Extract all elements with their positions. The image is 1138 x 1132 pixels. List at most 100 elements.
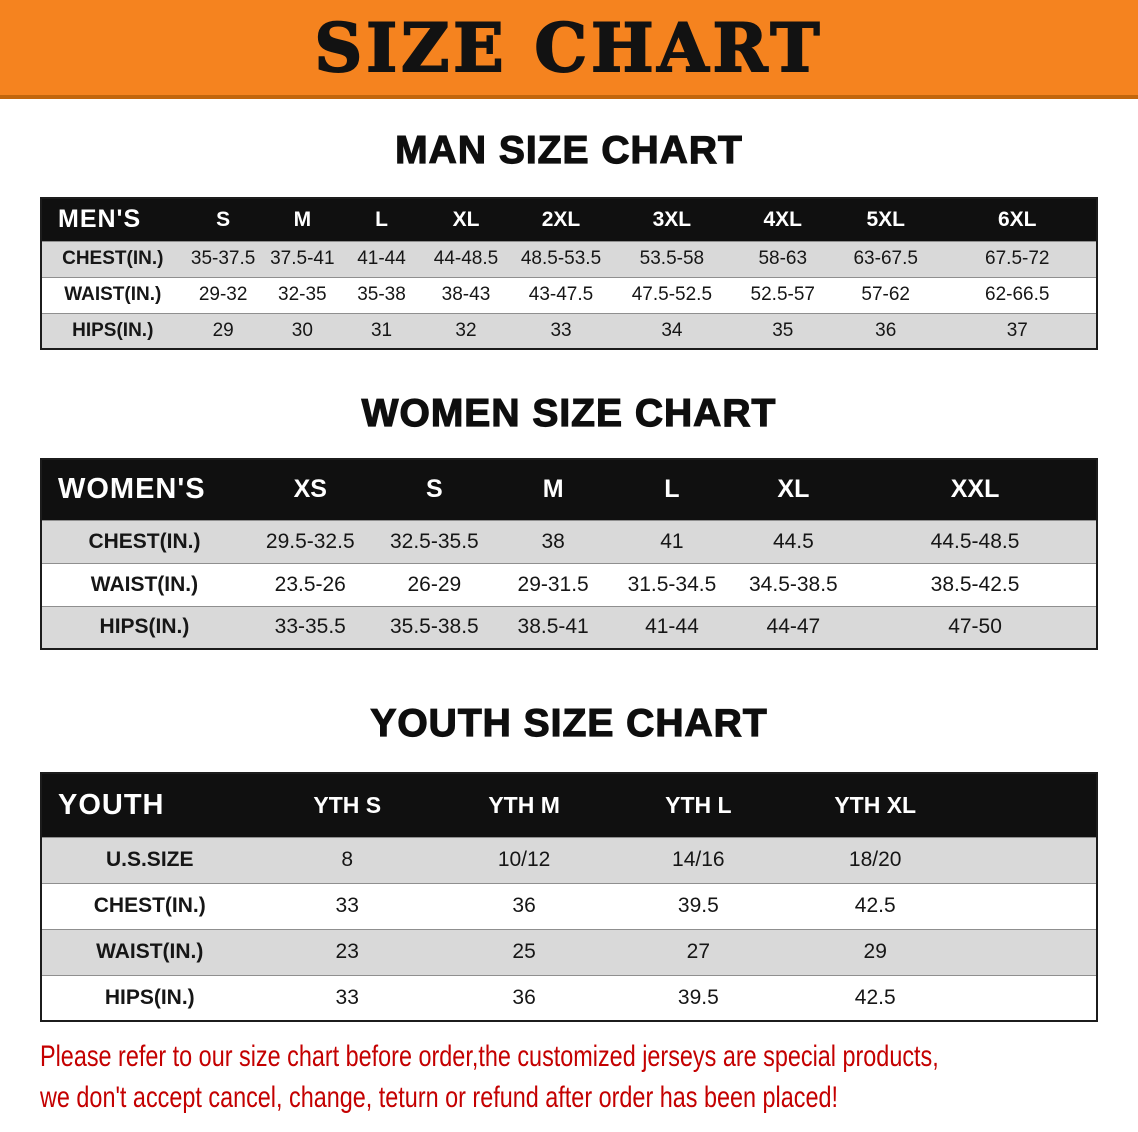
size-column-header: M (542, 475, 564, 504)
youth-waist-row: WAIST(IN.) 23 25 27 29 (41, 929, 1097, 975)
size-value-cell: 26-29 (407, 572, 462, 596)
women-waist-row: WAIST(IN.) 23.5-26 26-29 29-31.5 31.5-34… (41, 563, 1097, 606)
size-value-cell: 41-44 (357, 248, 406, 269)
row-label: CHEST(IN.) (88, 529, 201, 553)
spacer-cell (965, 929, 1097, 975)
size-value-cell: 33 (335, 985, 359, 1009)
women-section: WOMEN SIZE CHART WOMEN'S XS S M L XL XXL (0, 391, 1138, 650)
size-value-cell: 43-47.5 (528, 284, 594, 305)
women-chest-row: CHEST(IN.) 29.5-32.5 32.5-35.5 38 41 44.… (41, 520, 1097, 563)
size-column-header: 6XL (998, 207, 1037, 231)
size-value-cell: 30 (291, 319, 313, 341)
youth-ussize-row: U.S.SIZE 8 10/12 14/16 18/20 (41, 837, 1097, 883)
row-label: HIPS(IN.) (99, 615, 190, 639)
size-value-cell: 67.5-72 (985, 248, 1050, 269)
size-column-header: YTH XL (834, 791, 917, 818)
size-value-cell: 36 (512, 894, 536, 917)
size-value-cell: 18/20 (848, 848, 902, 871)
size-column-header: S (426, 475, 443, 504)
size-value-cell: 29.5-32.5 (265, 529, 355, 553)
size-column-header: XS (293, 475, 327, 504)
size-column-header: YTH L (665, 791, 732, 818)
size-value-cell: 35.5-38.5 (389, 615, 479, 639)
size-value-cell: 36 (512, 985, 536, 1009)
size-value-cell: 44.5 (772, 529, 814, 553)
size-value-cell: 36 (875, 319, 897, 341)
size-column-header: YTH S (313, 791, 382, 818)
size-value-cell: 62-66.5 (985, 284, 1050, 305)
spacer-cell (965, 975, 1097, 1021)
size-value-cell: 33-35.5 (274, 615, 346, 639)
youth-chest-row: CHEST(IN.) 33 36 39.5 42.5 (41, 883, 1097, 929)
size-value-cell: 8 (341, 848, 354, 871)
men-chest-row: CHEST(IN.) 35-37.5 37.5-41 41-44 44-48.5… (41, 241, 1097, 277)
row-label: U.S.SIZE (105, 848, 194, 871)
size-chart-banner: SIZE CHART (0, 0, 1138, 99)
women-chart-heading: WOMEN SIZE CHART (361, 391, 777, 435)
size-value-cell: 10/12 (497, 848, 551, 871)
women-size-table: WOMEN'S XS S M L XL XXL CHEST(IN.) 29.5-… (40, 458, 1098, 650)
size-value-cell: 23 (335, 940, 359, 963)
size-value-cell: 44-47 (766, 615, 821, 639)
size-column-header: XXL (950, 475, 1000, 504)
size-value-cell: 14/16 (672, 848, 725, 871)
disclaimer-line-1: Please refer to our size chart before or… (40, 1040, 939, 1073)
size-value-cell: 31 (370, 319, 393, 341)
size-value-cell: 39.5 (677, 985, 719, 1009)
spacer-cell (965, 883, 1097, 929)
disclaimer-line-2: we don't accept cancel, change, teturn o… (40, 1081, 838, 1114)
row-label: WAIST(IN.) (64, 284, 162, 305)
size-value-cell: 42.5 (854, 985, 896, 1009)
youth-section: YOUTH SIZE CHART YOUTH YTH S YTH M YTH L… (0, 701, 1138, 1022)
size-value-cell: 35-37.5 (190, 248, 256, 269)
size-value-cell: 52.5-57 (750, 284, 815, 305)
men-section: MAN SIZE CHART MEN'S S M L XL 2XL 3XL 4X… (0, 128, 1138, 350)
size-value-cell: 29 (212, 319, 234, 341)
youth-chart-heading: YOUTH SIZE CHART (370, 701, 768, 745)
size-value-cell: 44.5-48.5 (930, 529, 1020, 553)
size-value-cell: 29-32 (198, 284, 248, 305)
disclaimer: Please refer to our size chart before or… (40, 1036, 1138, 1118)
youth-header-row: YOUTH YTH S YTH M YTH L YTH XL (41, 773, 1097, 837)
size-column-header: S (216, 207, 231, 231)
women-table-title: WOMEN'S (58, 473, 206, 506)
size-value-cell: 34.5-38.5 (749, 572, 838, 596)
men-header-row: MEN'S S M L XL 2XL 3XL 4XL 5XL 6XL (41, 198, 1097, 241)
size-value-cell: 32.5-35.5 (389, 529, 479, 553)
size-column-header: L (375, 207, 388, 231)
size-value-cell: 29 (863, 940, 887, 963)
row-label: CHEST(IN.) (62, 248, 164, 269)
men-hips-row: HIPS(IN.) 29 30 31 32 33 34 35 36 37 (41, 313, 1097, 349)
men-table-title: MEN'S (58, 205, 142, 234)
row-label: CHEST(IN.) (93, 894, 206, 917)
row-label: HIPS(IN.) (72, 319, 154, 341)
size-value-cell: 48.5-53.5 (520, 248, 602, 269)
youth-table-title: YOUTH (58, 788, 165, 821)
size-chart-title: SIZE CHART (314, 8, 824, 88)
row-label: WAIST(IN.) (96, 940, 204, 963)
size-value-cell: 35 (772, 319, 794, 341)
women-header-row: WOMEN'S XS S M L XL XXL (41, 459, 1097, 520)
size-value-cell: 47-50 (948, 615, 1002, 639)
size-value-cell: 47.5-52.5 (631, 284, 713, 305)
size-value-cell: 32-35 (278, 284, 327, 305)
size-value-cell: 23.5-26 (274, 572, 346, 596)
size-value-cell: 38.5-41 (517, 615, 589, 639)
size-value-cell: 44-48.5 (433, 248, 499, 269)
size-column-header: XL (777, 475, 810, 504)
row-label: WAIST(IN.) (90, 572, 199, 596)
spacer-cell (965, 837, 1097, 883)
size-value-cell: 33 (550, 319, 572, 341)
size-value-cell: 37.5-41 (270, 248, 335, 269)
size-value-cell: 63-67.5 (853, 248, 918, 269)
size-value-cell: 31.5-34.5 (627, 572, 717, 596)
size-value-cell: 25 (512, 940, 536, 963)
size-column-header: L (664, 475, 680, 504)
size-value-cell: 38.5-42.5 (930, 572, 1020, 596)
size-column-header: YTH M (488, 791, 560, 818)
size-value-cell: 57-62 (861, 284, 911, 305)
size-value-cell: 32 (455, 319, 477, 341)
youth-hips-row: HIPS(IN.) 33 36 39.5 42.5 (41, 975, 1097, 1021)
size-value-cell: 33 (335, 894, 359, 917)
size-value-cell: 34 (661, 319, 683, 341)
